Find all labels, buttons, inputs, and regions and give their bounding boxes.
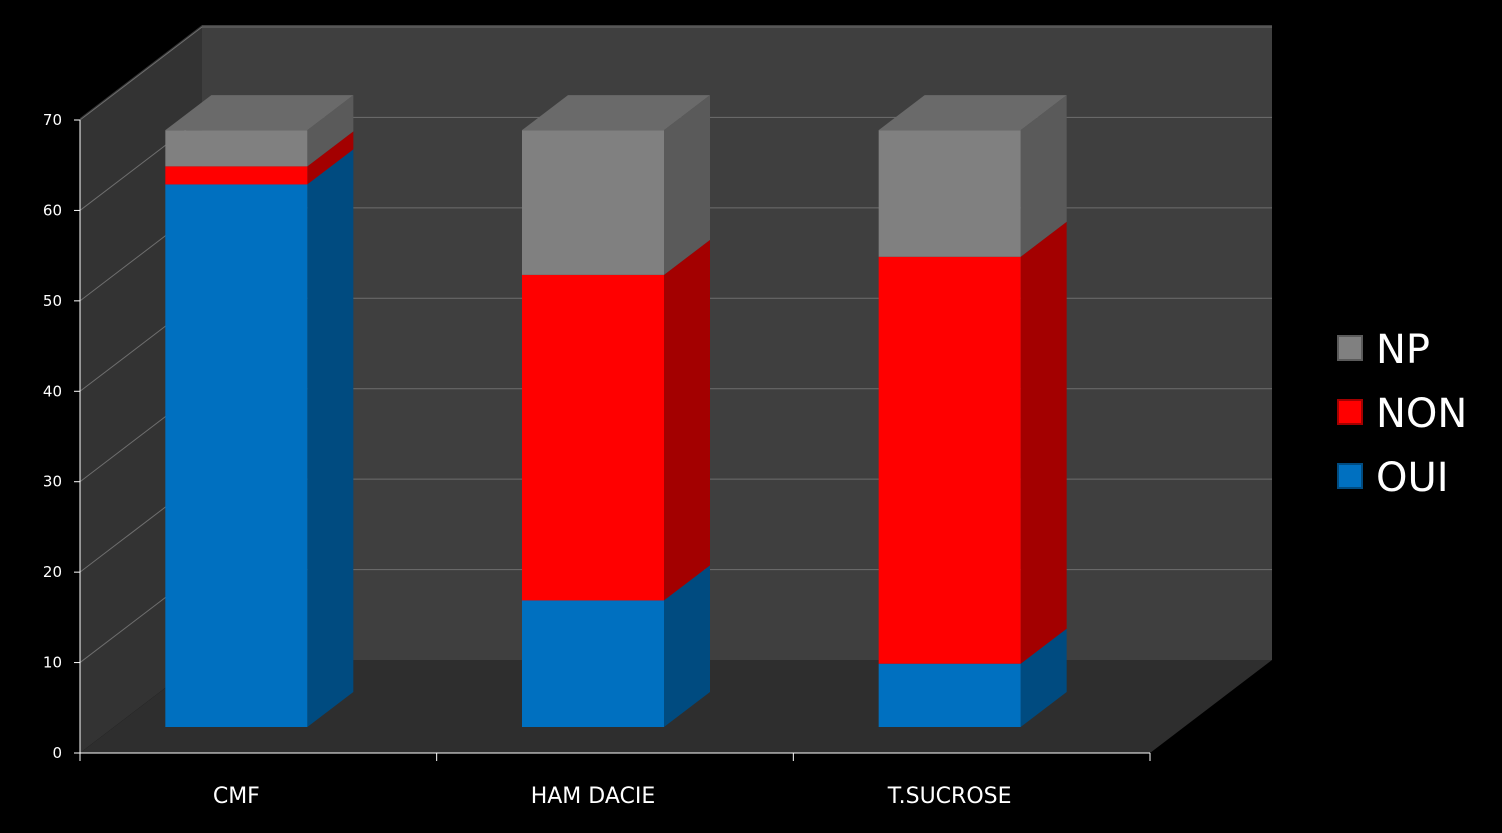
bar-side-non [307,131,354,185]
legend-label-non: NON [1376,391,1467,437]
bar-side-np [307,95,354,167]
gridline [79,26,1272,121]
bar-side-np [664,95,710,275]
y-tick-label: 40 [43,382,62,400]
y-tick-label: 10 [43,654,62,672]
x-tick-label: T.SUCROSE [887,784,1012,809]
y-tick-label: 20 [43,563,62,581]
bar-side-oui [307,149,354,727]
bar-side-non [1020,221,1067,664]
legend-label-np: NP [1376,327,1430,373]
legend-swatch-oui [1337,463,1363,489]
bar-side-np [1020,95,1067,257]
bar-top [522,95,710,131]
y-tick-label: 0 [52,744,62,762]
x-tick-label: CMF [213,784,260,809]
legend-label-oui: OUI [1376,455,1449,501]
bar-np [165,130,308,167]
bar-oui [165,184,308,727]
bar-oui [522,600,664,727]
bar-side-oui [1020,628,1067,727]
y-tick-label: 70 [43,111,62,129]
bar-non [165,166,308,185]
back-wall [202,25,1272,660]
bar-side-oui [664,565,710,727]
legend-swatch-non [1337,399,1363,425]
legend-swatch-np [1337,335,1363,361]
y-tick-label: 30 [43,473,62,491]
bar-np [878,130,1021,257]
y-tick-label: 60 [43,201,62,219]
bar-non [522,274,664,601]
bar-top [878,95,1067,131]
bar-side-non [664,239,710,601]
bar-np [522,130,664,275]
x-tick-label: HAM DACIE [531,784,656,809]
bar-non [878,256,1021,664]
y-tick-label: 50 [43,292,62,310]
bar-oui [878,663,1021,727]
bar-top [165,95,354,131]
